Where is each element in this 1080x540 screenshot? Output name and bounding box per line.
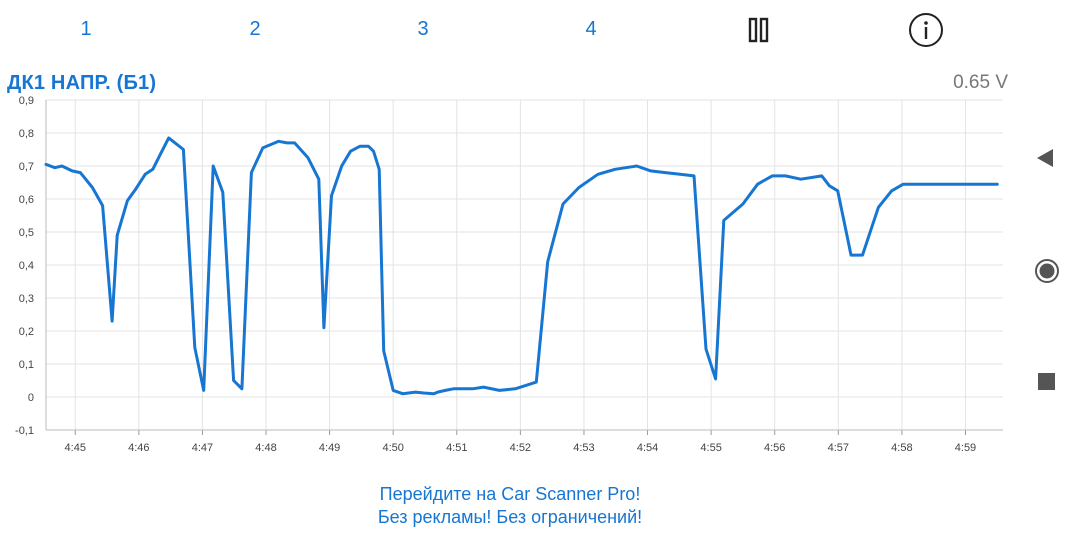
voltage-chart: -0,1 0 0,1 0,2 0,3 0,4 0,5 0,6 0,7 0,8 0,9 4:45 4:46… — [15, 95, 1003, 454]
x-tick-label: 4:46 — [128, 442, 149, 454]
x-tick-label: 4:56 — [764, 442, 785, 454]
upgrade-promo-link[interactable]: Перейдите на Car Scanner Pro! Без реклам… — [0, 483, 1020, 529]
graph-tabs: 1 2 3 4 — [0, 0, 1080, 60]
info-icon — [909, 13, 943, 47]
pause-icon — [748, 17, 769, 43]
y-tick-label: 0,6 — [19, 194, 34, 206]
y-tick-label: 0,7 — [19, 161, 34, 173]
x-tick-label: 4:51 — [446, 442, 467, 454]
x-tick-label: 4:47 — [192, 442, 213, 454]
y-tick-label: 0,1 — [19, 359, 34, 371]
x-tick-label: 4:53 — [573, 442, 594, 454]
voltage-series-line — [44, 136, 999, 396]
stop-icon — [1038, 373, 1055, 390]
tab-1[interactable]: 1 — [80, 18, 92, 40]
chart-axes: -0,1 0 0,1 0,2 0,3 0,4 0,5 0,6 0,7 0,8 0,9 4:45 4:46… — [15, 95, 1003, 454]
parameter-value: 0.65 V — [953, 72, 1008, 93]
tab-3[interactable]: 3 — [417, 18, 429, 40]
record-icon — [1035, 259, 1059, 283]
info-button[interactable] — [909, 13, 943, 47]
tab-4[interactable]: 4 — [585, 18, 597, 40]
x-tick-label: 4:48 — [255, 442, 276, 454]
x-tick-label: 4:54 — [637, 442, 658, 454]
back-button[interactable] — [1034, 146, 1058, 175]
y-tick-label: 0,5 — [19, 227, 34, 239]
y-tick-label: 0,9 — [19, 95, 34, 107]
promo-line-2: Без рекламы! Без ограничений! — [377, 507, 643, 527]
x-tick-label: 4:59 — [955, 442, 976, 454]
y-tick-label: 0,3 — [19, 293, 34, 305]
pause-button[interactable] — [746, 16, 772, 44]
triangle-left-icon — [1037, 149, 1053, 167]
parameter-name: ДК1 НАПР. (Б1) — [7, 72, 157, 94]
y-tick-label: 0,2 — [19, 326, 34, 338]
promo-line-1: Перейдите на Car Scanner Pro! — [379, 484, 641, 504]
x-tick-label: 4:50 — [382, 442, 403, 454]
x-tick-label: 4:55 — [700, 442, 721, 454]
y-tick-label: -0,1 — [15, 425, 34, 437]
tab-2[interactable]: 2 — [249, 18, 261, 40]
y-tick-label: 0,4 — [19, 260, 34, 272]
x-tick-label: 4:49 — [319, 442, 340, 454]
x-tick-label: 4:57 — [828, 442, 849, 454]
chart-series — [44, 136, 999, 396]
x-tick-label: 4:45 — [65, 442, 86, 454]
x-tick-label: 4:58 — [891, 442, 912, 454]
record-button[interactable] — [1034, 258, 1060, 289]
x-tick-label: 4:52 — [510, 442, 531, 454]
stop-button[interactable] — [1037, 372, 1057, 397]
y-tick-label: 0 — [28, 392, 34, 404]
y-tick-label: 0,8 — [19, 128, 34, 140]
